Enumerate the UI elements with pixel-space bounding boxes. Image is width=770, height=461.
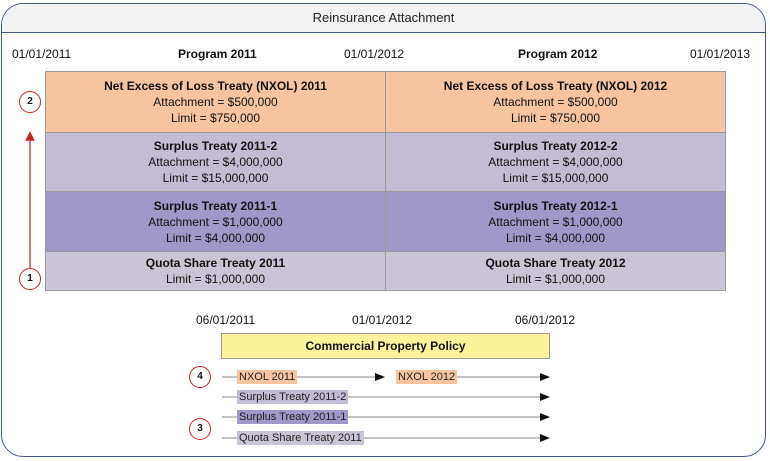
quota-share-2012-layer: Quota Share Treaty 2012 Limit = $1,000,0… — [385, 251, 726, 291]
layer-name: Net Excess of Loss Treaty (NXOL) 2012 — [443, 79, 668, 93]
date-start-2011: 01/01/2011 — [12, 47, 72, 61]
policy-date-end: 06/01/2012 — [515, 313, 576, 327]
layer-attachment: Attachment = $500,000 — [153, 95, 278, 109]
policy-date-start: 06/01/2011 — [196, 313, 256, 327]
marker-4: 4 — [189, 366, 211, 388]
layer-limit: Limit = $1,000,000 — [505, 272, 606, 286]
policy-date-mid: 01/01/2012 — [352, 313, 413, 327]
layer-limit: Limit = $4,000,000 — [505, 230, 606, 245]
diagram-title: Reinsurance Attachment — [2, 4, 765, 33]
layer-name: Surplus Treaty 2011-1 — [153, 198, 278, 213]
marker-2: 2 — [19, 91, 41, 113]
surplus-2011-1-tag: Surplus Treaty 2011-1 — [237, 410, 349, 424]
commercial-property-policy-bar: Commercial Property Policy — [221, 333, 550, 359]
surplus-2011-1-layer: Surplus Treaty 2011-1 Attachment = $1,00… — [45, 191, 386, 252]
layer-limit: Limit = $750,000 — [510, 111, 601, 125]
layer-attachment: Attachment = $4,000,000 — [488, 155, 623, 169]
layer-limit: Limit = $750,000 — [170, 111, 261, 125]
layer-name: Quota Share Treaty 2012 — [485, 256, 626, 270]
layer-limit: Limit = $15,000,000 — [162, 171, 269, 185]
nxol-2012-layer: Net Excess of Loss Treaty (NXOL) 2012 At… — [385, 71, 726, 133]
layer-attachment: Attachment = $1,000,000 — [148, 214, 283, 229]
nxol-2012-tag: NXOL 2012 — [396, 370, 458, 384]
quota-share-2011-layer: Quota Share Treaty 2011 Limit = $1,000,0… — [45, 251, 386, 291]
surplus-2011-2-tag: Surplus Treaty 2011-2 — [237, 390, 349, 404]
layer-limit: Limit = $15,000,000 — [502, 171, 609, 185]
quota-share-2011-tag: Quota Share Treaty 2011 — [237, 431, 364, 445]
layer-limit: Limit = $4,000,000 — [165, 230, 266, 245]
nxol-2011-layer: Net Excess of Loss Treaty (NXOL) 2011 At… — [45, 71, 386, 133]
layer-attachment: Attachment = $1,000,000 — [488, 214, 623, 229]
marker-1: 1 — [19, 268, 41, 290]
program-2012-label: Program 2012 — [518, 47, 598, 61]
layer-name: Surplus Treaty 2012-2 — [493, 139, 618, 153]
date-end-2013: 01/01/2013 — [690, 47, 751, 61]
layer-name: Net Excess of Loss Treaty (NXOL) 2011 — [104, 79, 327, 93]
surplus-2011-2-layer: Surplus Treaty 2011-2 Attachment = $4,00… — [45, 132, 386, 192]
layer-name: Surplus Treaty 2012-1 — [493, 198, 618, 213]
layer-name: Surplus Treaty 2011-2 — [153, 139, 278, 153]
layer-limit: Limit = $1,000,000 — [165, 272, 266, 286]
layer-name: Quota Share Treaty 2011 — [145, 256, 286, 270]
layer-attachment: Attachment = $4,000,000 — [148, 155, 283, 169]
date-start-2012: 01/01/2012 — [344, 47, 405, 61]
layer-attachment: Attachment = $500,000 — [493, 95, 618, 109]
marker-3: 3 — [189, 418, 211, 440]
program-2011-label: Program 2011 — [178, 47, 257, 61]
nxol-2011-tag: NXOL 2011 — [237, 370, 298, 384]
